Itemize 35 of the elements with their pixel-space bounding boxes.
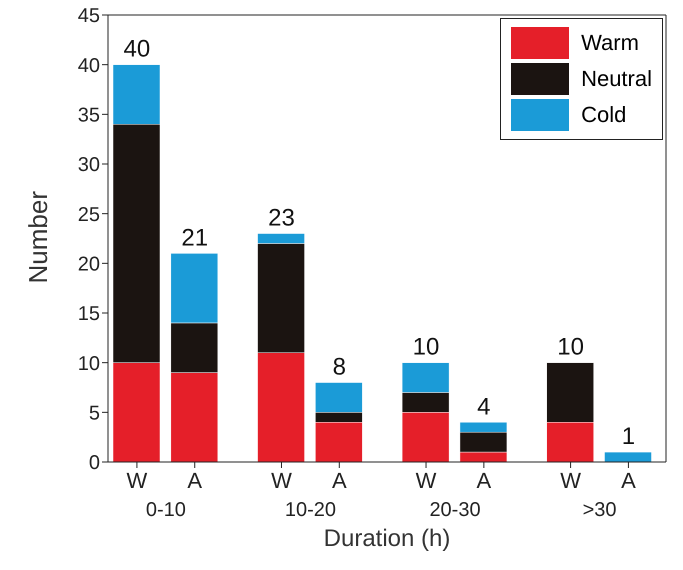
y-tick-label: 35	[78, 104, 100, 126]
x-tick-label: W	[560, 468, 582, 493]
total-label: 10	[557, 334, 584, 361]
y-tick-label: 45	[78, 5, 100, 28]
y-tick-label: 0	[88, 452, 100, 474]
y-tick-label: 20	[78, 253, 100, 276]
text: >30	[582, 499, 617, 521]
total-label: 23	[268, 204, 295, 232]
text: 0-10	[146, 499, 186, 521]
y-tick-label: 40	[78, 54, 100, 77]
y-tick-label: 30	[78, 154, 100, 176]
total-label: 8	[332, 354, 346, 381]
total-label: 1	[622, 423, 636, 450]
text: 20-30	[429, 499, 481, 521]
text: 10-20	[284, 499, 336, 521]
total-label: 40	[124, 36, 150, 63]
legend-label: Cold	[581, 102, 626, 128]
total-label: 10	[412, 334, 440, 361]
x-tick-label: W	[416, 468, 437, 493]
x-tick-label: A	[332, 468, 347, 493]
x-tick-label: W	[271, 468, 292, 493]
total-label: 21	[181, 224, 208, 252]
x-tick-label: A	[621, 468, 636, 493]
legend-label: Neutral	[581, 66, 652, 92]
x-axis-title: Duration (h)	[324, 525, 450, 552]
x-tick-label: W	[126, 468, 148, 493]
x-tick-label: A	[476, 468, 492, 493]
legend-label: Warm	[581, 30, 639, 56]
y-tick-label: 10	[78, 352, 100, 375]
y-tick-label: 5	[88, 402, 100, 424]
y-axis-title: Number	[23, 190, 54, 284]
y-tick-label: 15	[78, 303, 100, 326]
x-tick-label: A	[187, 468, 202, 493]
y-tick-label: 25	[78, 204, 100, 226]
total-label: 4	[477, 393, 491, 420]
